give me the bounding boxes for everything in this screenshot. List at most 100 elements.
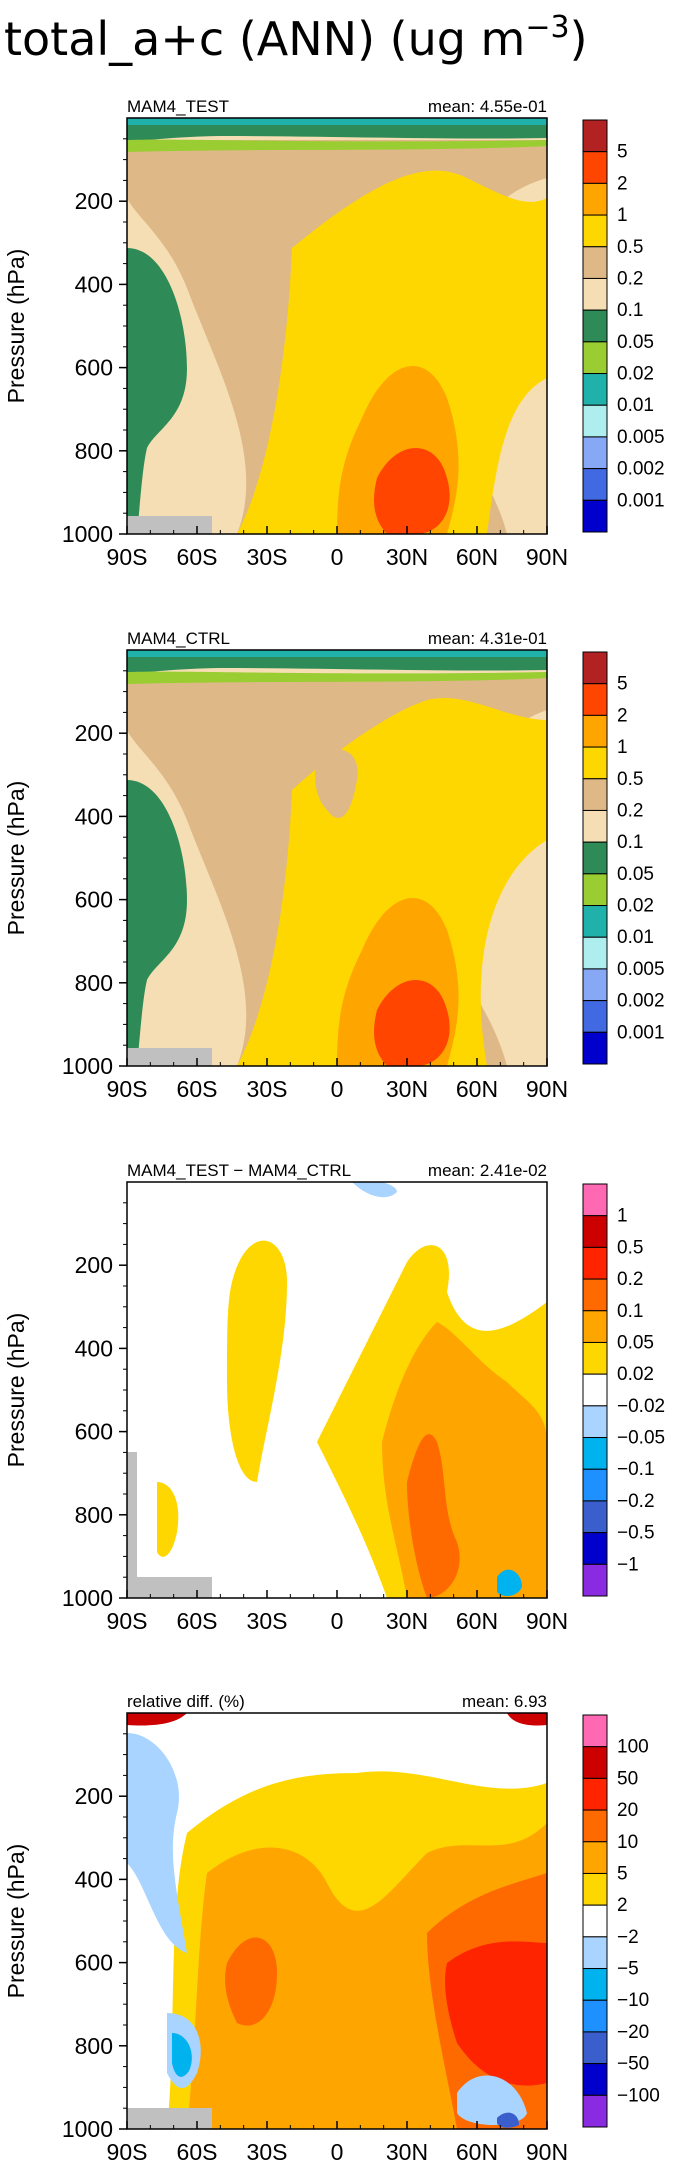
panel-1-colorbar: 5 2 1 0.5 0.2 0.1 0.05 0.02 0.01 0.005 0.002 0.001 [582, 119, 665, 533]
colorbar-tick-label: 0.1 [617, 1301, 643, 1322]
colorbar-swatch [582, 1500, 608, 1534]
contour-region-6 [352, 1182, 397, 1198]
contour-region-9 [497, 1569, 522, 1597]
x-tick-label: 0 [331, 544, 344, 570]
terrain-mask [127, 1452, 212, 1598]
colorbar-swatch [582, 1936, 608, 1970]
colorbar-swatch [582, 1000, 608, 1033]
colorbar-swatch [582, 1714, 608, 1748]
x-tick-label: 30N [386, 1608, 428, 1634]
colorbar-swatch [582, 905, 608, 938]
panel-3-colorbar: 1 0.5 0.2 0.1 0.05 0.02 −0.02 −0.05 −0.1 −0.2 −0.5… [582, 1183, 665, 1597]
panel-4-colorbar: 100 50 20 10 5 2 −2 −5 −10 −20 −50 −100 [582, 1714, 660, 2128]
contour-region-6 [127, 248, 187, 534]
colorbar-swatch [582, 1031, 608, 1065]
colorbar-swatch [582, 1183, 608, 1217]
contour-region-5 [225, 1937, 277, 2026]
x-tick-label: 60N [456, 544, 498, 570]
x-tick-label: 0 [331, 1608, 344, 1634]
colorbar-swatch [582, 809, 608, 843]
colorbar-tick-label: 10 [617, 1832, 638, 1853]
colorbar-swatch [582, 683, 608, 716]
y-tick-label: 200 [75, 1252, 113, 1278]
colorbar-tick-label: 2 [617, 1895, 628, 1916]
x-tick-label: 60N [456, 1608, 498, 1634]
colorbar-swatch [582, 373, 608, 406]
x-tick-label: 30S [247, 1076, 288, 1102]
panel-1-plot-area [126, 117, 548, 535]
contour-region-3 [237, 170, 547, 534]
panel-2: MAM4_CTRL mean: 4.31e-01 90S 60S 30S 0 30N 60N 9… [3, 629, 665, 1102]
colorbar-swatch [582, 1904, 608, 1938]
y-tick-label: 200 [75, 1783, 113, 1809]
colorbar-tick-label: −2 [617, 1927, 639, 1948]
x-tick-label: 30S [247, 2139, 288, 2165]
x-tick-label: 60S [177, 1076, 218, 1102]
contour-region-8 [127, 657, 547, 674]
colorbar-swatch [582, 436, 608, 470]
colorbar-tick-label: 0.02 [617, 364, 654, 385]
y-tick-label: 800 [75, 438, 113, 464]
colorbar-tick-label: 0.005 [617, 959, 665, 980]
colorbar-tick-label: 0.5 [617, 1237, 643, 1258]
contour-region-13 [507, 1713, 547, 1726]
panel-4-plot-area [126, 1712, 548, 2130]
colorbar-swatch [582, 714, 608, 748]
colorbar-tick-label: −10 [617, 1990, 649, 2011]
figure-title-close: ) [569, 12, 588, 66]
colorbar-swatch [582, 651, 608, 685]
colorbar-swatch [582, 119, 608, 153]
colorbar-swatch [582, 246, 608, 279]
x-tick-label: 90N [526, 1076, 568, 1102]
x-tick-label: 90S [107, 1608, 148, 1634]
colorbar-tick-label: 0.01 [617, 395, 654, 416]
x-tick-label: 30S [247, 544, 288, 570]
colorbar-swatch [582, 841, 608, 875]
y-tick-label: 400 [75, 271, 113, 297]
x-tick-label: 0 [331, 2139, 344, 2165]
contour-region-12 [127, 1713, 187, 1726]
x-tick-label: 30N [386, 544, 428, 570]
colorbar-swatch [582, 1468, 608, 1502]
colorbar-swatch [582, 1999, 608, 2033]
colorbar-tick-label: 100 [617, 1737, 649, 1758]
contour-region-7 [127, 1733, 187, 1953]
panel-4-mean-label: mean: 6.93 [462, 1692, 547, 1711]
colorbar-tick-label: −0.05 [617, 1428, 665, 1449]
colorbar-swatch [582, 1341, 608, 1375]
colorbar-swatch [582, 1777, 608, 1811]
terrain-mask [127, 2108, 212, 2129]
panel-4: relative diff. (%) mean: 6.93 90S 60S 30S 0 30… [3, 1692, 660, 2165]
figure-title-exponent: −3 [525, 10, 570, 45]
panel-3-y-axis-label: Pressure (hPa) [3, 1313, 29, 1468]
panel-1: MAM4_TEST mean: 4.55e-01 90S 60S 30S 0 30N 60N 9… [3, 97, 665, 570]
terrain-mask [127, 1048, 212, 1066]
contour-region-7 [127, 125, 547, 142]
x-tick-label: 60S [177, 544, 218, 570]
contour-region-2 [227, 1240, 287, 1482]
colorbar-swatch [582, 1809, 608, 1843]
colorbar-swatch [582, 1246, 608, 1280]
colorbar-swatch [582, 2094, 608, 2128]
x-tick-label: 90S [107, 2139, 148, 2165]
colorbar-tick-label: 0.01 [617, 927, 654, 948]
x-tick-label: 30N [386, 2139, 428, 2165]
colorbar-swatch [582, 1373, 608, 1407]
contour-region-7 [127, 780, 187, 1066]
colorbar-tick-label: −0.02 [617, 1396, 665, 1417]
y-tick-label: 400 [75, 1335, 113, 1361]
colorbar-tick-label: 0.5 [617, 237, 643, 258]
y-tick-label: 800 [75, 1502, 113, 1528]
y-tick-label: 200 [75, 720, 113, 746]
colorbar-tick-label: 2 [617, 705, 628, 726]
colorbar-swatch [582, 1405, 608, 1439]
x-tick-label: 90N [526, 2139, 568, 2165]
colorbar-swatch [582, 1437, 608, 1470]
y-tick-label: 1000 [62, 521, 113, 547]
colorbar-swatch [582, 1872, 608, 1906]
colorbar-tick-label: −0.2 [617, 1491, 655, 1512]
x-tick-label: 90N [526, 544, 568, 570]
x-tick-label: 90N [526, 1608, 568, 1634]
y-tick-label: 400 [75, 1866, 113, 1892]
colorbar-tick-label: 0.001 [617, 1022, 665, 1043]
